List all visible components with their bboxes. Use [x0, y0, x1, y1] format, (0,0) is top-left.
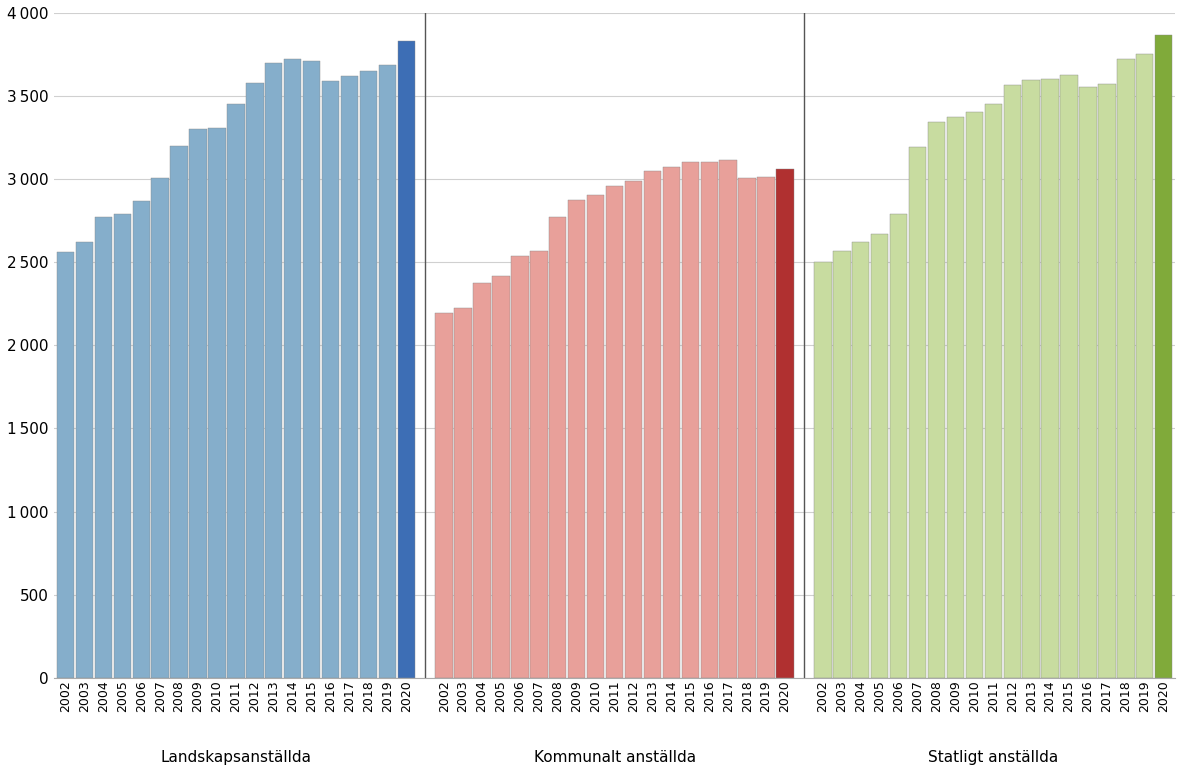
Bar	[720, 160, 736, 678]
Bar	[682, 161, 699, 678]
Bar	[454, 308, 472, 678]
Bar	[132, 201, 150, 678]
Bar	[1004, 85, 1021, 678]
Bar	[265, 63, 282, 678]
Bar	[909, 147, 927, 678]
Bar	[1022, 80, 1040, 678]
Text: Landskapsanställda: Landskapsanställda	[161, 750, 311, 765]
Bar	[359, 71, 377, 678]
Bar	[95, 217, 112, 678]
Bar	[550, 218, 566, 678]
Bar	[1079, 87, 1097, 678]
Bar	[701, 161, 717, 678]
Bar	[569, 200, 585, 678]
Bar	[208, 128, 226, 678]
Bar	[1041, 79, 1059, 678]
Bar	[1155, 36, 1173, 678]
Bar	[606, 186, 623, 678]
Bar	[303, 61, 320, 678]
Bar	[492, 276, 509, 678]
Bar	[758, 177, 774, 678]
Bar	[625, 181, 642, 678]
Bar	[57, 252, 74, 678]
Bar	[511, 256, 528, 678]
Bar	[151, 178, 169, 678]
Bar	[644, 171, 661, 678]
Bar	[189, 129, 207, 678]
Text: Kommunalt anställda: Kommunalt anställda	[533, 750, 696, 765]
Bar	[397, 41, 415, 678]
Bar	[378, 66, 396, 678]
Bar	[871, 234, 889, 678]
Bar	[739, 178, 755, 678]
Bar	[1060, 76, 1078, 678]
Bar	[284, 59, 301, 678]
Bar	[777, 169, 793, 678]
Bar	[435, 313, 453, 678]
Bar	[966, 112, 983, 678]
Bar	[947, 117, 965, 678]
Bar	[814, 262, 832, 678]
Bar	[1136, 54, 1154, 678]
Bar	[227, 104, 245, 678]
Text: Statligt anställda: Statligt anställda	[928, 750, 1058, 765]
Bar	[833, 251, 851, 678]
Bar	[852, 242, 870, 678]
Bar	[531, 251, 547, 678]
Bar	[113, 214, 131, 678]
Bar	[928, 122, 946, 678]
Bar	[587, 195, 604, 678]
Bar	[1117, 59, 1135, 678]
Bar	[246, 83, 264, 678]
Bar	[76, 242, 93, 678]
Bar	[170, 146, 188, 678]
Bar	[890, 214, 908, 678]
Bar	[322, 81, 339, 678]
Bar	[340, 76, 358, 678]
Bar	[663, 167, 680, 678]
Bar	[473, 283, 491, 678]
Bar	[985, 104, 1002, 678]
Bar	[1098, 83, 1116, 678]
